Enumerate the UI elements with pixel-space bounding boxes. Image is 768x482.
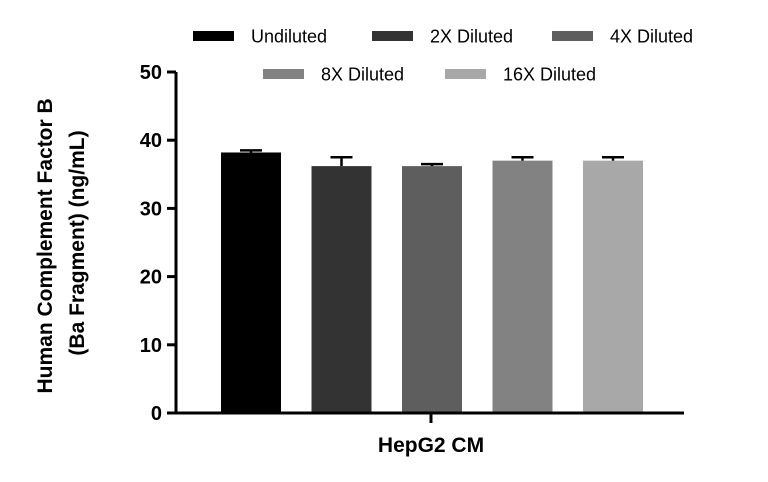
y-tick-label: 50 bbox=[140, 62, 162, 84]
legend-label: 8X Diluted bbox=[321, 65, 404, 85]
legend-item: 16X Diluted bbox=[445, 65, 596, 85]
legend-item: 2X Diluted bbox=[372, 27, 513, 47]
y-tick-label: 0 bbox=[151, 403, 162, 425]
x-axis-title: HepG2 CM bbox=[378, 434, 484, 457]
bar bbox=[221, 152, 281, 413]
bar bbox=[402, 166, 462, 413]
legend-item: 8X Diluted bbox=[263, 65, 404, 85]
legend-swatch bbox=[193, 31, 234, 41]
legend-label: 16X Diluted bbox=[503, 65, 596, 85]
bar bbox=[311, 166, 372, 413]
y-axis-title-line2: (Ba Fragment) (ng/mL) bbox=[66, 130, 89, 355]
legend-item: 4X Diluted bbox=[552, 27, 693, 47]
legend-swatch bbox=[552, 31, 593, 41]
y-tick-label: 10 bbox=[140, 335, 162, 357]
bar bbox=[583, 160, 643, 413]
y-axis-title: Human Complement Factor B (Ba Fragment) … bbox=[34, 92, 89, 393]
x-axis bbox=[174, 411, 684, 423]
bar-group bbox=[583, 156, 643, 413]
bar-group bbox=[492, 156, 553, 413]
bar-group bbox=[311, 156, 372, 413]
legend-label: 2X Diluted bbox=[430, 27, 513, 47]
y-axis: 0 10 20 30 40 50 bbox=[140, 62, 178, 425]
legend-swatch bbox=[372, 31, 413, 41]
legend-label: Undiluted bbox=[251, 27, 327, 47]
legend-swatch bbox=[263, 69, 304, 79]
y-tick-label: 40 bbox=[140, 130, 162, 152]
bars bbox=[221, 149, 643, 413]
bar-group bbox=[402, 162, 462, 413]
y-axis-title-line1: Human Complement Factor B bbox=[34, 98, 57, 393]
legend-item: Undiluted bbox=[193, 27, 327, 47]
y-tick-label: 20 bbox=[140, 267, 162, 289]
bar-group bbox=[221, 149, 281, 413]
legend-swatch bbox=[445, 69, 486, 79]
bar bbox=[492, 160, 553, 413]
legend: Undiluted 2X Diluted 4X Diluted 8X Diluted 1… bbox=[193, 27, 693, 85]
y-tick-label: 30 bbox=[140, 198, 162, 220]
legend-label: 4X Diluted bbox=[610, 27, 693, 47]
